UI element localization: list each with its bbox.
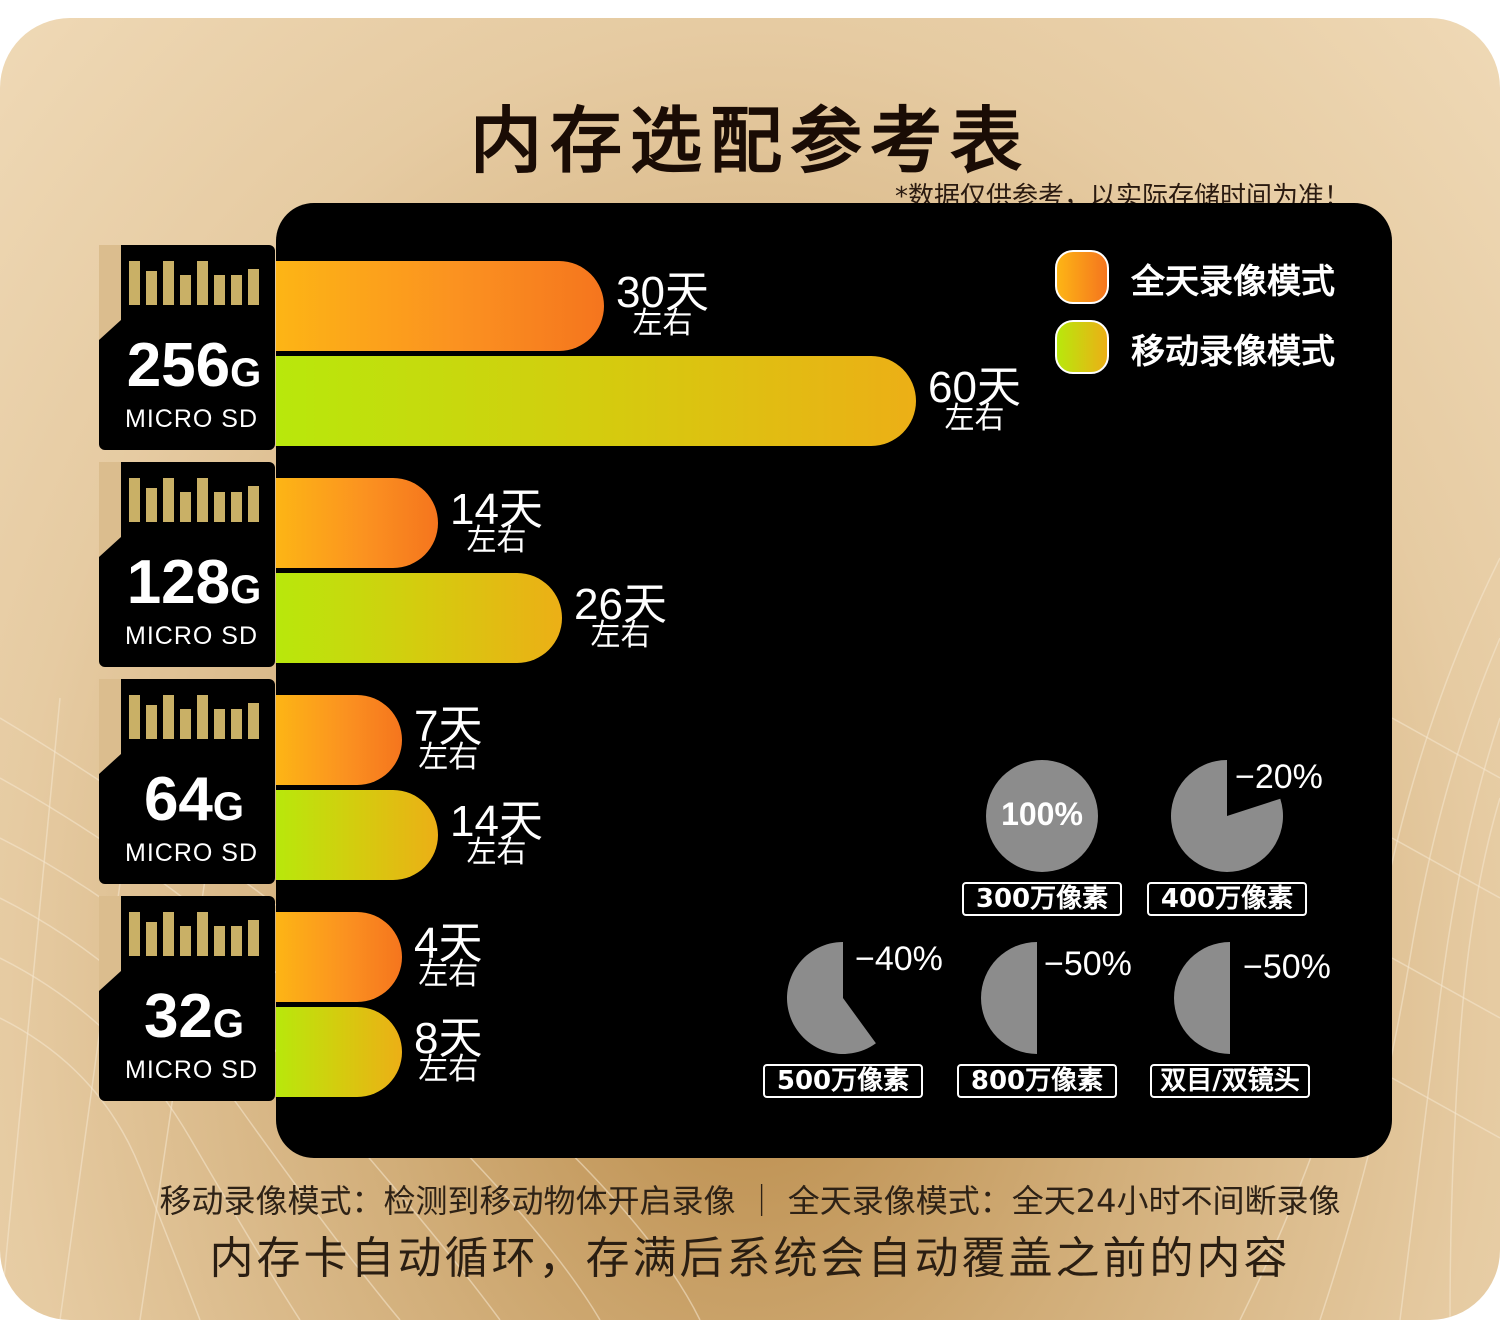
bar-approx: 左右 — [418, 957, 479, 992]
pie-slice — [981, 942, 1037, 1054]
pie-percent: −20% — [1235, 758, 1323, 796]
pie-resolution-label: 双目/双镜头 — [1150, 1064, 1310, 1098]
bar-motion — [276, 790, 438, 880]
pie-slice — [1174, 942, 1230, 1054]
sd-card-capacity: 256G — [99, 330, 289, 401]
pie-resolution-label: 800万像素 — [957, 1064, 1117, 1098]
bar-value-label: 30天 左右 — [616, 271, 709, 339]
sd-card-capacity: 128G — [99, 547, 289, 618]
bar-motion — [276, 1007, 402, 1097]
pie-slice — [986, 760, 1098, 872]
bar-value-label: 4天 左右 — [414, 922, 482, 990]
sd-card-notch — [99, 462, 121, 557]
bar-value-label: 7天 左右 — [414, 705, 482, 773]
mode-explanation: 移动录像模式：检测到移动物体开启录像 ｜ 全天录像模式：全天24小时不间断录像 — [159, 1182, 1341, 1220]
legend-label-full-day: 全天录像模式 — [1131, 262, 1335, 302]
pie-slice — [1171, 760, 1283, 872]
bar-approx: 左右 — [944, 401, 1005, 436]
sd-card-pins — [129, 695, 259, 739]
sd-card-pins — [129, 261, 259, 305]
sd-card-type: MICRO SD — [125, 405, 258, 433]
bar-days: 30天 — [616, 268, 709, 317]
bar-days: 8天 — [414, 1014, 483, 1063]
bar-motion — [276, 573, 562, 663]
capacity-unit: G — [212, 785, 245, 829]
bar-days: 4天 — [414, 919, 483, 968]
bar-days: 60天 — [928, 363, 1021, 412]
bar-value-label: 60天 左右 — [928, 366, 1021, 434]
pie-percent: 100% — [1001, 796, 1083, 832]
bar-days: 14天 — [450, 797, 543, 846]
sd-card-pins — [129, 912, 259, 956]
loop-recording-note: 内存卡自动循环，存满后系统会自动覆盖之前的内容 — [209, 1233, 1291, 1284]
sd-card-capacity: 32G — [99, 981, 289, 1052]
sd-card: 256G MICRO SD — [99, 245, 275, 450]
bar-days: 14天 — [450, 485, 543, 534]
bar-value-label: 26天 左右 — [574, 583, 667, 651]
bar-approx: 左右 — [466, 835, 527, 870]
pie-chart — [787, 942, 876, 1054]
pie-resolution-label: 400万像素 — [1147, 882, 1307, 916]
sd-card-capacity: 64G — [99, 764, 289, 835]
pie-chart — [1171, 760, 1283, 872]
capacity-unit: G — [230, 351, 262, 395]
sd-card-type: MICRO SD — [125, 1056, 258, 1084]
bar-approx: 左右 — [590, 618, 651, 653]
bar-value-label: 8天 左右 — [414, 1017, 482, 1085]
bar-days: 7天 — [414, 702, 483, 751]
pie-slice — [787, 942, 876, 1054]
bar-approx: 左右 — [632, 306, 693, 341]
sd-card-type: MICRO SD — [125, 839, 258, 867]
bar-value-label: 14天 左右 — [450, 488, 543, 556]
bar-days: 26天 — [574, 580, 667, 629]
capacity-number: 256 — [126, 331, 231, 400]
sd-card: 64G MICRO SD — [99, 679, 275, 884]
sd-card: 32G MICRO SD — [99, 896, 275, 1101]
bar-approx: 左右 — [418, 1052, 479, 1087]
legend-swatch-motion — [1055, 320, 1109, 374]
sd-card-notch — [99, 896, 121, 991]
pie-resolution-label: 300万像素 — [962, 882, 1122, 916]
bar-full-day — [276, 912, 402, 1002]
pie-percent: −50% — [1044, 945, 1132, 983]
pie-chart — [1174, 942, 1230, 1054]
bar-value-label: 14天 左右 — [450, 800, 543, 868]
legend-swatch-full-day — [1055, 250, 1109, 304]
pie-resolution-label: 500万像素 — [763, 1064, 923, 1098]
bar-full-day — [276, 261, 604, 351]
page-title: 内存选配参考表 — [469, 99, 1030, 183]
bar-full-day — [276, 695, 402, 785]
pie-chart — [981, 942, 1037, 1054]
pie-percent: −50% — [1243, 948, 1331, 986]
capacity-unit: G — [230, 568, 262, 612]
bar-approx: 左右 — [418, 740, 479, 775]
bar-approx: 左右 — [466, 523, 527, 558]
sd-card: 128G MICRO SD — [99, 462, 275, 667]
capacity-number: 128 — [126, 548, 231, 617]
sd-card-notch — [99, 245, 121, 340]
legend-label-motion: 移动录像模式 — [1131, 332, 1335, 372]
sd-card-notch — [99, 679, 121, 774]
capacity-number: 64 — [143, 765, 213, 834]
bar-motion — [276, 356, 916, 446]
pie-percent: −40% — [855, 940, 943, 978]
bar-full-day — [276, 478, 438, 568]
sd-card-type: MICRO SD — [125, 622, 258, 650]
capacity-unit: G — [212, 1002, 245, 1046]
sd-card-pins — [129, 478, 259, 522]
pie-chart — [986, 760, 1098, 872]
capacity-number: 32 — [143, 982, 213, 1051]
